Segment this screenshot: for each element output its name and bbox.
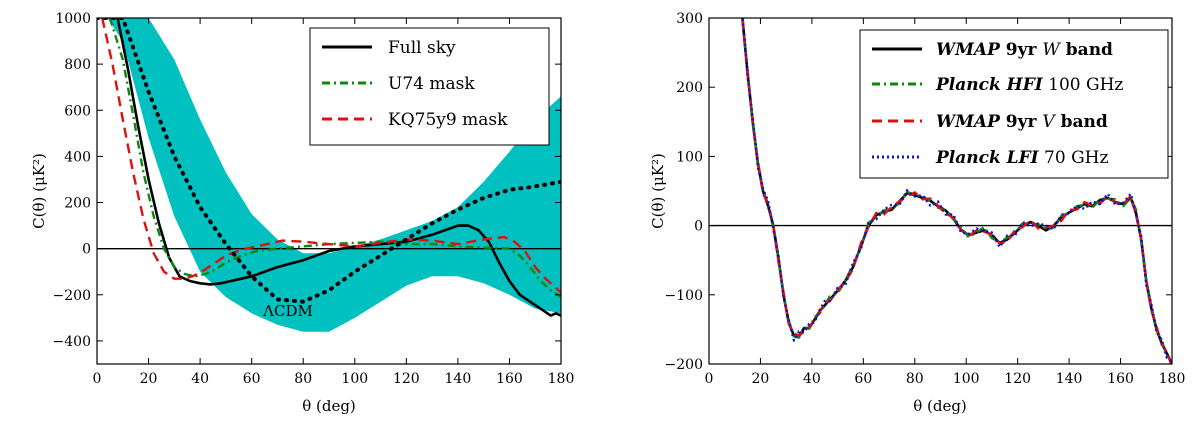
- legend-label-full-sky: Full sky: [388, 38, 456, 58]
- left-x-tick-label: 40: [191, 371, 209, 387]
- legend-planck-hfi-part1: Planck HFI: [935, 75, 1044, 95]
- legend-label-kq75y9-mask: KQ75y9 mask: [388, 110, 508, 130]
- left-y-axis-label: C(θ) (μK²): [30, 153, 48, 229]
- right-legend: WMAP 9yr W band Planck HFI 100 GHz WMAP …: [859, 29, 1169, 179]
- legend-wmap-w-part4: band: [1060, 40, 1113, 60]
- left-x-tick-label: 100: [341, 371, 368, 387]
- right-y-tick-label: 0: [694, 219, 703, 235]
- left-x-tick-label: 180: [548, 371, 575, 387]
- right-y-tick-label: −200: [665, 357, 703, 373]
- left-plot-area: [97, 18, 561, 332]
- right-x-tick-label: 120: [1004, 371, 1031, 387]
- legend-wmap-v-part4: band: [1055, 112, 1108, 132]
- left-x-tick-label: 80: [294, 371, 312, 387]
- left-y-tick-label: −400: [53, 334, 91, 350]
- right-x-tick-label: 0: [705, 371, 714, 387]
- left-lcdm-band: [107, 18, 561, 332]
- legend-label-planck-lfi: Planck LFI 70 GHz: [935, 148, 1108, 168]
- right-x-tick-label: 160: [1107, 371, 1134, 387]
- left-y-tick-label: 600: [64, 103, 91, 119]
- left-y-tick-label: 800: [64, 57, 91, 73]
- left-series-lcdm-mean: [97, 18, 561, 304]
- left-chart: 0 20 40 60 80 100 120 140 160 180 −400 −200 0 200 400 6…: [30, 11, 574, 415]
- right-x-tick-label: 60: [854, 371, 872, 387]
- left-y-tick-label: −200: [53, 288, 91, 304]
- right-x-tick-label: 20: [752, 371, 770, 387]
- left-x-tick-label: 60: [243, 371, 261, 387]
- left-series-u74-mask: [108, 18, 561, 299]
- right-chart: 0 20 40 60 80 100 120 140 160 180 −200 −100 0 100 200 3…: [649, 11, 1185, 415]
- right-series-wmap-9yr-v-band: [741, 19, 1172, 364]
- right-x-tick-label: 80: [906, 371, 924, 387]
- legend-wmap-v-part2: 9yr: [1000, 112, 1043, 132]
- legend-label-wmap-w: WMAP 9yr W band: [936, 40, 1113, 60]
- legend-wmap-v-part1: WMAP: [936, 112, 1001, 132]
- right-x-tick-label: 180: [1159, 371, 1186, 387]
- left-x-tick-label: 20: [140, 371, 158, 387]
- left-y-tick-label: 0: [82, 242, 91, 258]
- left-y-tick-label: 400: [64, 149, 91, 165]
- left-plot-frame: [96, 17, 562, 365]
- right-plot-frame: [708, 17, 1173, 365]
- left-y-tick-label: 1000: [55, 11, 91, 27]
- legend-label-planck-hfi: Planck HFI 100 GHz: [935, 75, 1123, 95]
- left-x-tick-label: 160: [496, 371, 523, 387]
- legend-wmap-w-part3: W: [1042, 40, 1061, 60]
- right-y-tick-label: 300: [676, 11, 703, 27]
- right-y-tick-label: −100: [665, 288, 703, 304]
- right-y-tick-label: 200: [676, 80, 703, 96]
- lcdm-annotation: ΛCDM: [262, 302, 313, 320]
- right-y-tick-label: 100: [676, 149, 703, 165]
- left-y-tick-label: 200: [64, 196, 91, 212]
- right-x-tick-label: 140: [1056, 371, 1083, 387]
- legend-planck-hfi-part2: 100 GHz: [1043, 75, 1124, 95]
- legend-planck-lfi-part1: Planck LFI: [935, 148, 1040, 168]
- right-x-axis-label: θ (deg): [913, 397, 967, 415]
- right-series-planck-lfi-70-ghz: [741, 18, 1172, 363]
- left-x-tick-label: 140: [445, 371, 472, 387]
- left-legend: Full sky U74 mask KQ75y9 mask: [309, 27, 550, 146]
- left-axis-ticks: 0 20 40 60 80 100 120 140 160 180 −400 −200 0 200 400 6…: [53, 11, 575, 387]
- left-x-tick-label: 0: [93, 371, 102, 387]
- legend-wmap-w-part1: WMAP: [936, 40, 1001, 60]
- legend-wmap-w-part2: 9yr: [1000, 40, 1043, 60]
- legend-wmap-v-part3: V: [1042, 112, 1056, 132]
- legend-label-wmap-v: WMAP 9yr V band: [936, 112, 1108, 132]
- left-x-tick-label: 120: [393, 371, 420, 387]
- right-x-tick-label: 100: [953, 371, 980, 387]
- right-axis-ticks: 0 20 40 60 80 100 120 140 160 180 −200 −100 0 100 200 3…: [665, 11, 1186, 387]
- left-x-axis-label: θ (deg): [302, 397, 356, 415]
- legend-label-u74-mask: U74 mask: [388, 74, 475, 94]
- legend-planck-lfi-part2: 70 GHz: [1039, 148, 1109, 168]
- right-x-tick-label: 40: [803, 371, 821, 387]
- right-legend-box: [859, 29, 1169, 179]
- right-y-axis-label: C(θ) (μK²): [649, 153, 667, 229]
- left-series-kq75y9-mask: [101, 18, 561, 294]
- right-plot-area: [709, 18, 1172, 364]
